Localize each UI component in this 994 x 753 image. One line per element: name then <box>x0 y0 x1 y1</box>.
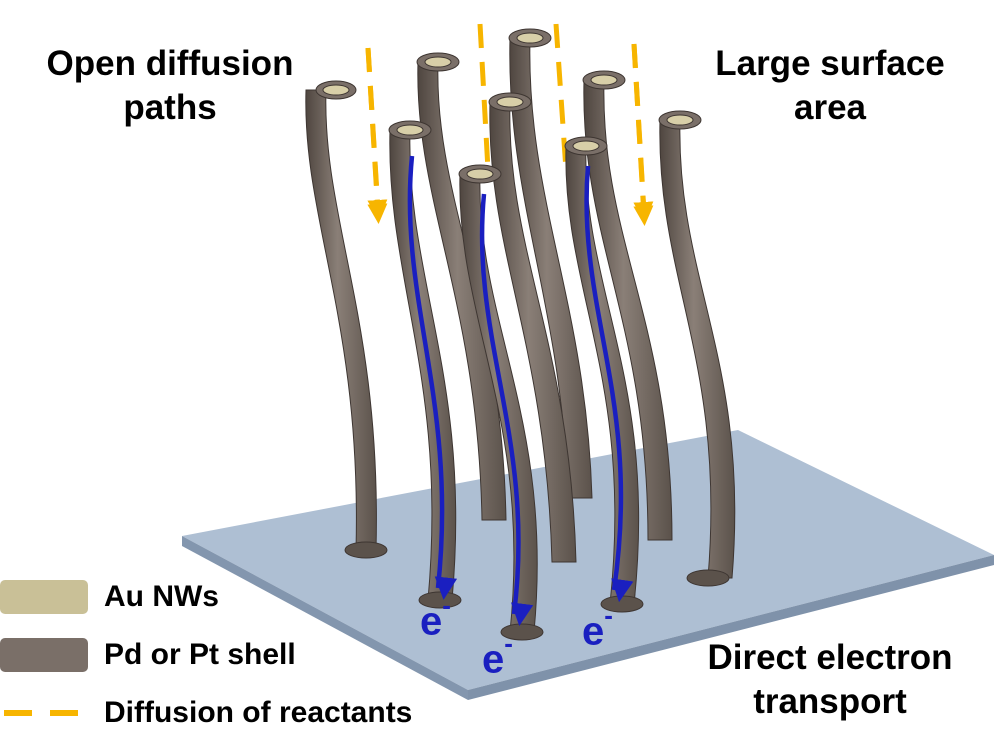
legend-swatch-au <box>0 580 88 614</box>
nanowire <box>416 52 507 521</box>
legend-dash-diffusion <box>0 696 88 730</box>
electron-label: e- <box>482 628 513 682</box>
nanowire <box>508 28 593 499</box>
substrate <box>182 430 994 700</box>
diffusion-arrow <box>631 43 654 226</box>
legend-item-shell: Pd or Pt shell <box>0 638 296 672</box>
substrate-edge-right <box>468 555 994 700</box>
electron-arrows <box>407 155 634 627</box>
electron-label: e- <box>582 600 613 654</box>
label-line: Open diffusion <box>46 44 294 83</box>
diffusion-arrow <box>365 47 388 224</box>
diffusion-arrows-front <box>365 43 654 226</box>
electron-charge: - <box>442 590 451 620</box>
label-line: Large surface <box>715 44 945 83</box>
label-line: area <box>793 87 867 127</box>
electron-charge: - <box>604 600 613 630</box>
nanowire <box>488 92 577 563</box>
diffusion-arrow <box>477 23 491 171</box>
legend-swatch-shell <box>0 638 88 672</box>
label-large-surface-area: Large surface area <box>680 42 980 130</box>
substrate-top <box>182 430 994 690</box>
label-line: paths <box>123 87 217 127</box>
label-open-diffusion-paths: Open diffusion paths <box>20 42 320 130</box>
electron-charge: - <box>504 628 513 658</box>
electron-symbol: e <box>582 609 605 654</box>
legend-label: Diffusion of reactants <box>104 696 413 729</box>
electron-arrow <box>584 165 634 603</box>
label-line: transport <box>753 681 907 721</box>
electron-arrow <box>479 193 534 627</box>
nanowire <box>658 110 736 587</box>
legend-item-au-nws: Au NWs <box>0 580 219 614</box>
legend-item-diffusion: Diffusion of reactants <box>0 696 412 730</box>
label-direct-electron-transport: Direct electron transport <box>670 636 990 724</box>
electron-label: e- <box>420 590 451 644</box>
legend-label: Pd or Pt shell <box>104 638 296 671</box>
nanowire <box>305 80 388 559</box>
electron-symbol: e <box>420 599 443 644</box>
electron-arrow <box>407 155 458 600</box>
nanowire <box>582 70 673 541</box>
substrate-edge-left <box>182 536 468 700</box>
electron-symbol: e <box>482 637 505 682</box>
legend-label: Au NWs <box>104 580 219 613</box>
diffusion-arrow <box>553 23 569 171</box>
label-line: Direct electron <box>707 638 953 677</box>
